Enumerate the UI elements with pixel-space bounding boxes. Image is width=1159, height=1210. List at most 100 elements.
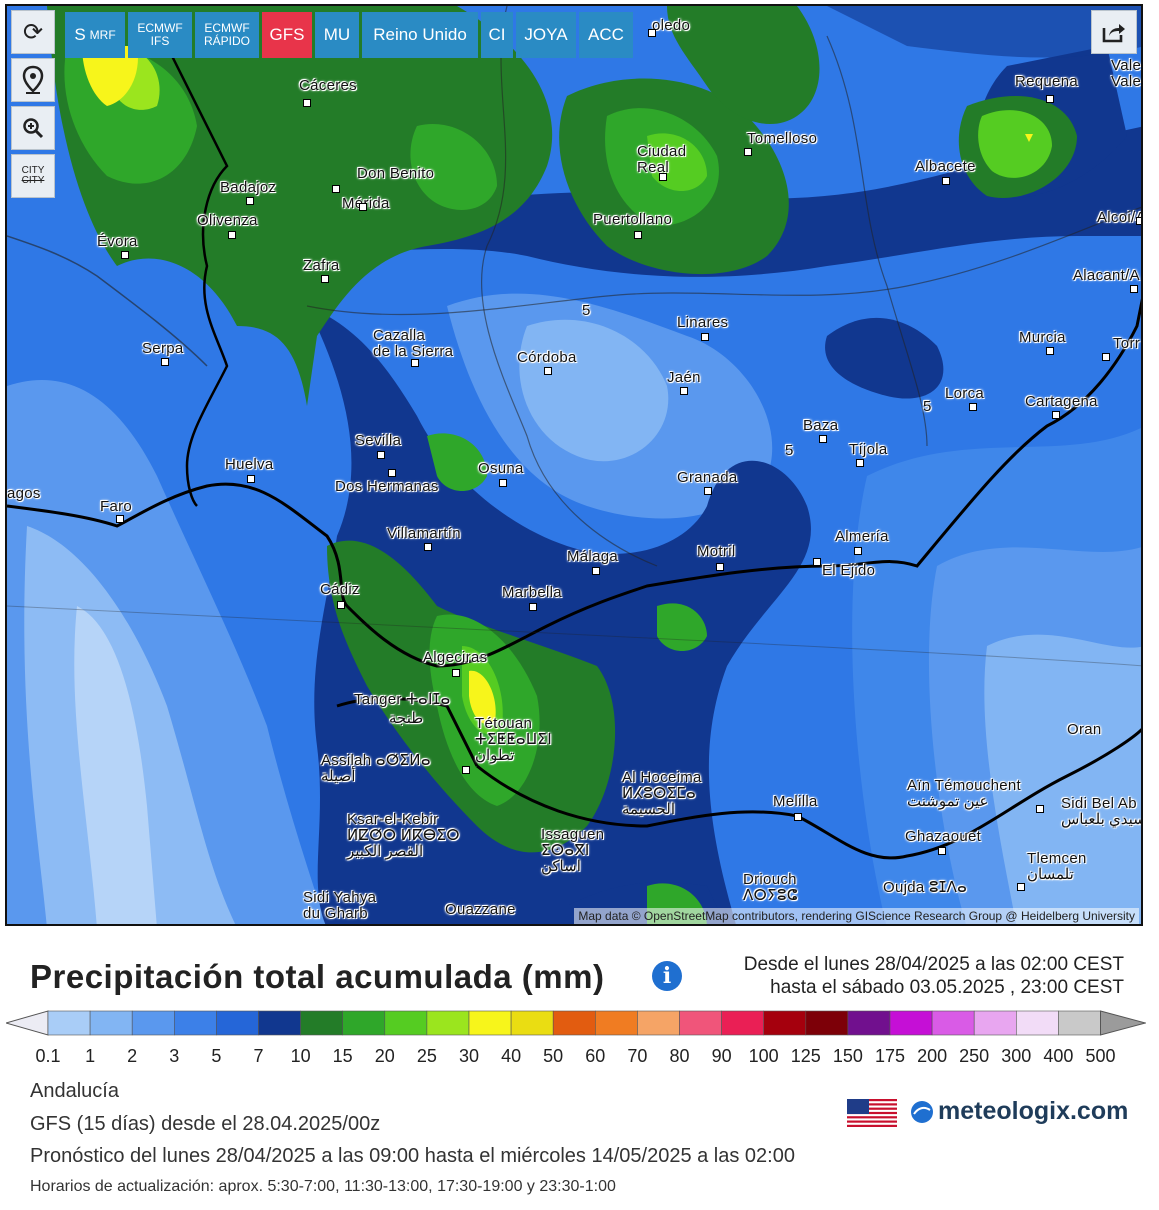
city-label: Oran xyxy=(1067,721,1102,738)
city-label: Málaga xyxy=(567,548,618,565)
city-label: Puertollano xyxy=(593,211,673,228)
city-label: Tlemcen تلمسان xyxy=(1027,850,1087,883)
model-gfs-button[interactable]: GFS xyxy=(262,12,312,58)
city-label: Issaguen ⵉⵙⴰⴳⵏ اساكن xyxy=(541,826,605,875)
us-flag-icon[interactable] xyxy=(847,1099,897,1127)
city-marker xyxy=(411,359,419,367)
city-label: طنجة xyxy=(389,710,424,727)
refresh-button[interactable]: ⟳ xyxy=(11,10,55,54)
city-label: Linares xyxy=(677,314,729,331)
city-marker xyxy=(1052,411,1060,419)
scale-tick-label: 40 xyxy=(501,1046,522,1066)
scale-swatch xyxy=(763,1010,807,1036)
model-reino-unido-button[interactable]: Reino Unido xyxy=(362,12,478,58)
scale-swatch xyxy=(679,1010,722,1036)
city-label: Ciudad Real xyxy=(637,143,687,176)
scale-tick-label: 2 xyxy=(127,1046,138,1066)
location-button[interactable] xyxy=(11,58,55,102)
scale-swatch xyxy=(47,1010,91,1036)
city-toggle-button[interactable]: CITY CITY xyxy=(11,154,55,198)
scale-swatch xyxy=(973,1010,1017,1036)
model-sub: RÁPIDO xyxy=(203,34,250,48)
scale-tick-label: 7 xyxy=(253,1046,264,1066)
city-label: Zafra xyxy=(303,257,340,274)
model-ecmwf-ifs-button[interactable]: ECMWF IFS xyxy=(128,12,192,58)
city-marker xyxy=(246,197,254,205)
city-marker xyxy=(701,333,709,341)
model-s-mrf-button[interactable]: S MRF xyxy=(65,12,125,58)
scale-swatch xyxy=(594,1010,638,1036)
model-mu-button[interactable]: MU xyxy=(315,12,359,58)
scale-tick-label: 50 xyxy=(543,1046,564,1066)
scale-tick-label: 5 xyxy=(211,1046,222,1066)
city-marker xyxy=(337,601,345,609)
model-ecmwf-rapido-button[interactable]: ECMWF RÁPIDO xyxy=(195,12,259,58)
city-marker xyxy=(121,251,129,259)
city-marker xyxy=(377,451,385,459)
city-label: Sidi Yahya du Gharb xyxy=(303,889,377,922)
city-label: Marbella xyxy=(502,584,562,601)
brand-logo[interactable]: meteologix.com xyxy=(910,1097,1128,1126)
scale-tick-label: 70 xyxy=(627,1046,648,1066)
scale-swatch xyxy=(637,1010,680,1036)
city-label: Ksar-el-Kebir ⵍⵇⵚⵔ ⵍⴽⴱⵉⵔ القصر الكبير xyxy=(347,811,460,860)
city-label: Don Benito xyxy=(357,165,435,182)
model-label: CI xyxy=(488,25,506,45)
city-label: Cáceres xyxy=(299,77,357,94)
city-marker xyxy=(1046,347,1054,355)
city-marker xyxy=(544,367,552,375)
city-label: Melilla xyxy=(773,793,818,810)
model-run-label: GFS (15 días) desde el 28.04.2025/00z xyxy=(30,1113,381,1135)
brand-name: meteologix.com xyxy=(938,1097,1129,1125)
refresh-icon: ⟳ xyxy=(22,18,44,46)
model-joya-button[interactable]: JOYA xyxy=(516,12,576,58)
city-label: Olivenza xyxy=(197,212,258,229)
scale-swatch xyxy=(89,1010,133,1036)
region-label: Andalucía xyxy=(30,1080,119,1102)
city-label: Sidi Bel Ab سيدي بلعباس xyxy=(1061,795,1143,828)
model-label: GFS xyxy=(269,25,305,45)
city-label: Ouazzane xyxy=(445,901,516,918)
city-marker xyxy=(1136,217,1141,225)
city-label: Villamartín xyxy=(387,525,461,542)
scale-tick-label: 100 xyxy=(748,1046,779,1066)
model-ci-button[interactable]: CI xyxy=(481,12,513,58)
scale-tick-label: 300 xyxy=(1001,1046,1032,1066)
precipitation-map[interactable]: ⟳ CITY CITY S MRF ECMWF IFS ECMWF RÁPIDO GF… xyxy=(5,4,1143,926)
city-label: Algeciras xyxy=(423,649,488,666)
model-acc-button[interactable]: ACC xyxy=(579,12,633,58)
city-marker xyxy=(332,185,340,193)
scale-swatch xyxy=(131,1010,175,1036)
model-sub: IFS xyxy=(150,34,170,48)
city-label: Murcia xyxy=(1019,329,1066,346)
city-marker xyxy=(388,469,396,477)
scale-swatch xyxy=(468,1010,512,1036)
city-label-top: CITY xyxy=(21,165,45,176)
zoom-button[interactable] xyxy=(11,106,55,150)
city-label: Requena xyxy=(1015,73,1078,90)
city-marker xyxy=(592,567,600,575)
share-button[interactable] xyxy=(1091,10,1137,54)
city-label: Tétouan ⵜⵉⵟⵟⴰⵡⵉⵏ تطوان xyxy=(475,715,552,764)
city-label-bottom: CITY xyxy=(21,175,45,186)
city-marker xyxy=(680,387,688,395)
scale-swatch xyxy=(1015,1010,1059,1036)
precipitation-shading xyxy=(7,6,1141,924)
model-label: ECMWF xyxy=(204,21,250,36)
city-marker xyxy=(161,358,169,366)
scale-tick-label: 1 xyxy=(85,1046,96,1066)
info-icon[interactable]: i xyxy=(652,961,682,991)
city-label: Tanger ⵜⴰⵏⵊⴰ xyxy=(354,691,451,708)
city-label: Serpa xyxy=(142,340,184,357)
scale-ticks: 0.1 1 2 3 5 7 10 15 20 25 30 40 50 60 70 80 90 100 125 150 1… xyxy=(0,1046,1159,1070)
scale-tick-label: 500 xyxy=(1085,1046,1116,1066)
city-label: Jaén xyxy=(667,369,701,386)
scale-tick-label: 175 xyxy=(874,1046,906,1066)
model-label: Reino Unido xyxy=(373,25,467,45)
city-marker xyxy=(247,475,255,483)
city-label: Al Hoceima ⵍⵃⵓⵙⵉⵎⴰ الحسيمة xyxy=(622,769,702,818)
city-label: Huelva xyxy=(225,456,274,473)
city-label: Cartagena xyxy=(1025,393,1098,410)
scale-tick-label: 25 xyxy=(416,1046,437,1066)
city-marker xyxy=(116,515,124,523)
